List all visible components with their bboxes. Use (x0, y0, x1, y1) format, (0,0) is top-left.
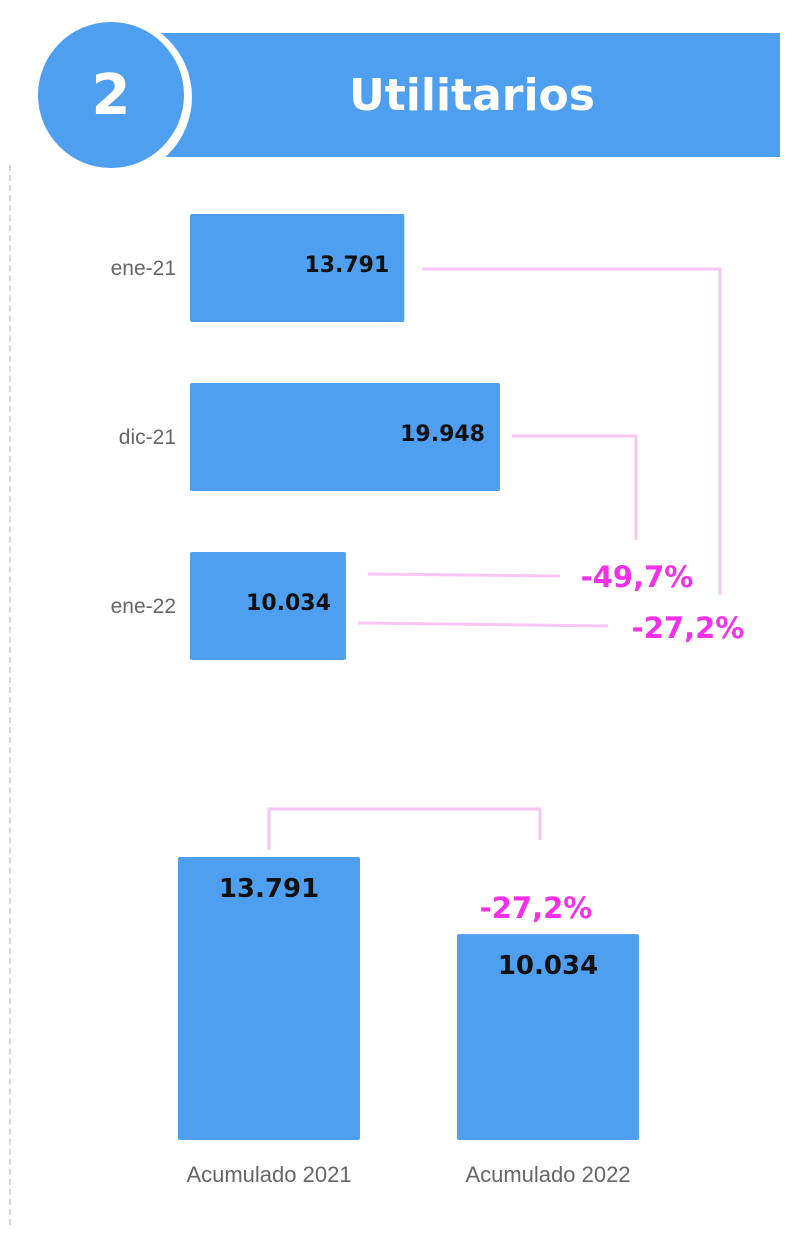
hbar-value-label: 10.034 (246, 591, 331, 616)
vbar-value-label: 10.034 (498, 951, 598, 981)
hbar-value-label: 13.791 (304, 253, 389, 278)
header-banner (152, 33, 780, 157)
hbar-value-label: 19.948 (400, 422, 485, 447)
connector-ene21-ene22 (422, 267, 722, 595)
hbar-category-label: dic-21 (119, 426, 176, 449)
delta-label: -49,7% (581, 560, 694, 594)
connector-acumulado (267, 807, 542, 850)
side-dashed-border (9, 165, 11, 1225)
vbar-2 (457, 934, 639, 1140)
section-title: Utilitarios (349, 69, 595, 121)
hbar-category-label: ene-22 (111, 595, 176, 618)
vbar-1 (178, 857, 360, 1140)
vbar-value-label: 13.791 (219, 874, 319, 904)
hbar-dic-21 (190, 383, 500, 491)
vbar-category-label: Acumulado 2022 (465, 1162, 630, 1187)
connector-dic21-ene22 (512, 434, 638, 540)
delta-label: -27,2% (480, 891, 593, 925)
connector-ene22-to-delta-1 (367, 572, 561, 578)
vbar-category-label: Acumulado 2021 (186, 1162, 351, 1187)
hbar-ene-21 (190, 214, 405, 322)
hbar-category-label: ene-21 (111, 257, 176, 280)
section-number-badge: 2 (38, 22, 184, 168)
hbar-ene-22 (190, 552, 346, 660)
delta-label: -27,2% (632, 611, 745, 645)
connector-ene22-to-delta-2 (357, 621, 609, 628)
